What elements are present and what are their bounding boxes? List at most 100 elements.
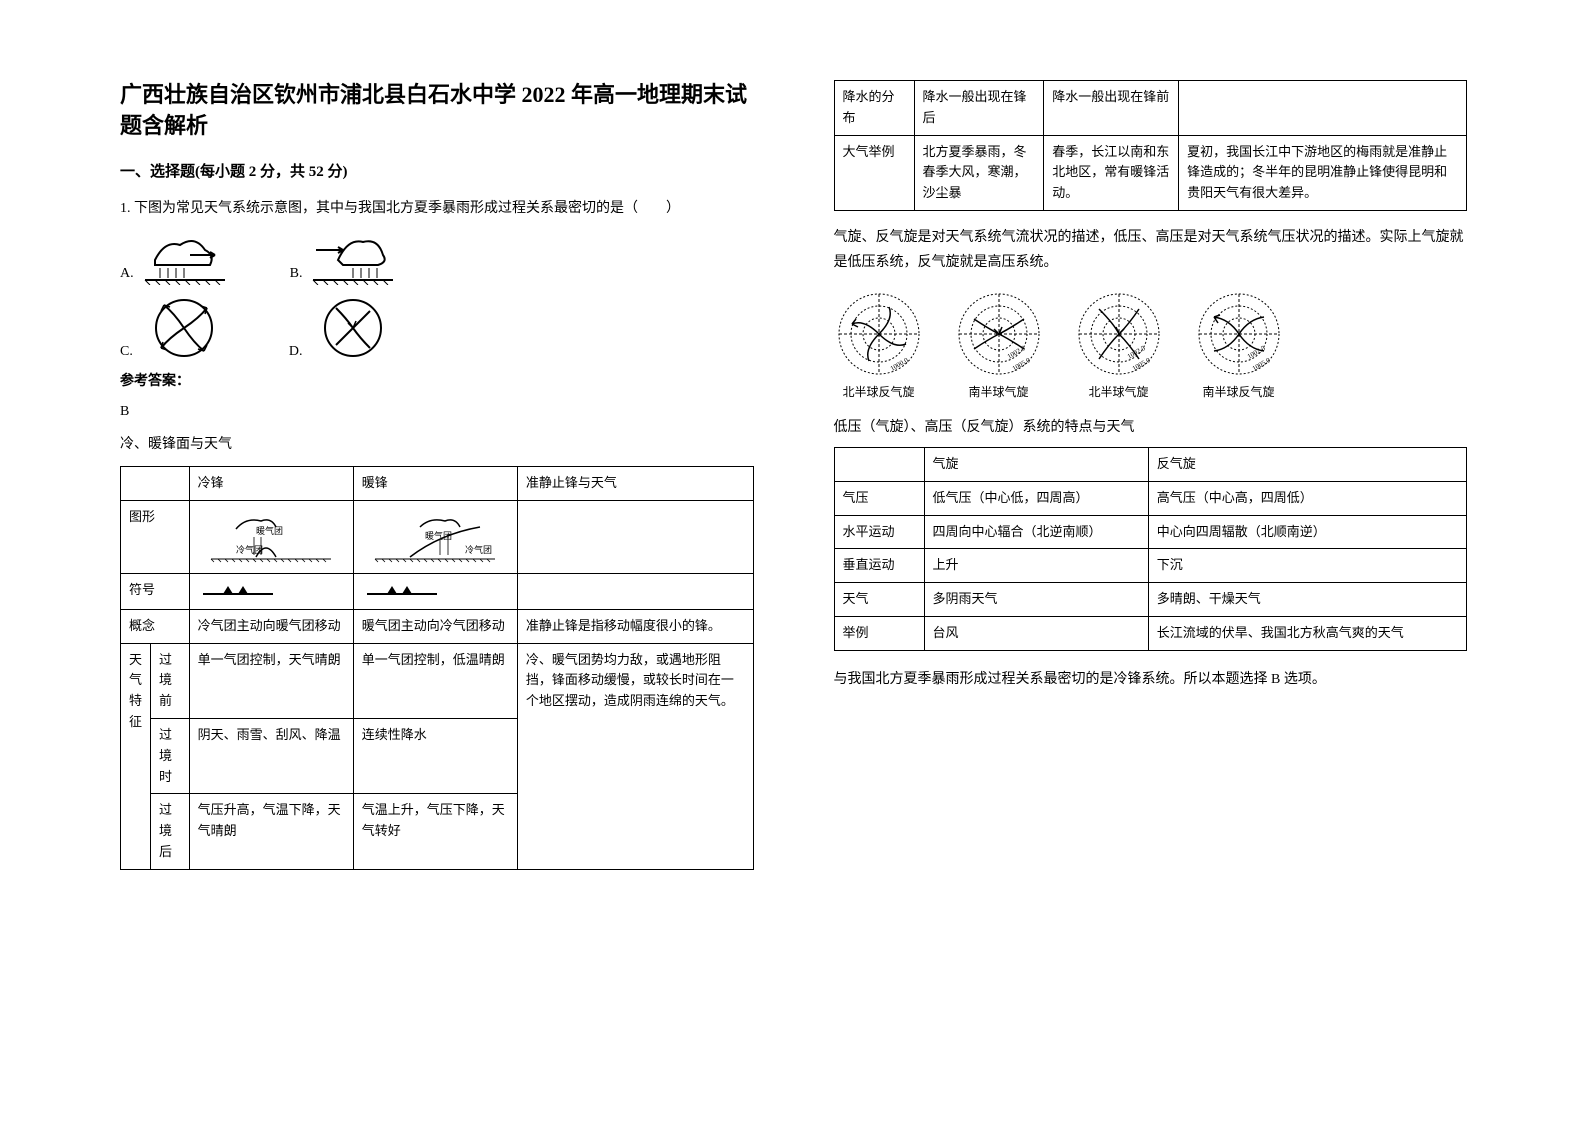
- cyclone-label-2: 南半球气旋: [968, 383, 1028, 402]
- svg-text:暖气团: 暖气团: [256, 525, 283, 536]
- th-warm: 暖锋: [353, 467, 517, 501]
- t2-row-1: 水平运动 四周向中心辐合（北逆南顺） 中心向四周辐散（北顺南逆）: [834, 515, 1467, 549]
- answer-label: 参考答案：: [120, 371, 754, 393]
- cyclone-item-4: 1002.5 1005.0 南半球反气旋: [1194, 289, 1284, 402]
- svg-text:1005.0: 1005.0: [1011, 356, 1032, 373]
- cell-stationary-shape: [517, 500, 753, 573]
- final-paragraph: 与我国北方夏季暴雨形成过程关系最密切的是冷锋系统。所以本题选择 B 选项。: [834, 669, 1468, 691]
- cell-precip-label: 降水的分布: [834, 81, 914, 136]
- cyclone-item-2: 1002.5 1005.0 南半球气旋: [954, 289, 1044, 402]
- cell-feature-label: 天气特征: [121, 643, 151, 869]
- cell-concept-stationary: 准静止锋是指移动幅度很小的锋。: [517, 609, 753, 643]
- options-row-1: A. B.: [120, 230, 754, 285]
- cyclone-north-icon: 1002.5 1005.0: [1074, 289, 1164, 379]
- diagram-a-icon: [140, 230, 230, 285]
- t2-r2c2: 下沉: [1148, 549, 1466, 583]
- svg-text:1005.0: 1005.0: [1251, 356, 1272, 373]
- option-c-label: C.: [120, 341, 133, 363]
- t2-row-2: 垂直运动 上升 下沉: [834, 549, 1467, 583]
- anticyclone-north-icon: 1000.0: [834, 289, 924, 379]
- row-example: 大气举例 北方夏季暴雨，冬春季大风，寒潮，沙尘暴 春季，长江以南和东北地区，常有…: [834, 135, 1467, 210]
- cell-symbol-label: 符号: [121, 573, 190, 609]
- page-title: 广西壮族自治区钦州市浦北县白石水中学 2022 年高一地理期末试题含解析: [120, 80, 754, 142]
- t2-r1c2: 中心向四周辐散（北顺南逆）: [1148, 515, 1466, 549]
- option-d: D.: [289, 293, 399, 363]
- cell-cold-symbol: [189, 573, 353, 609]
- cyclone-item-1: 1000.0 北半球反气旋: [834, 289, 924, 402]
- cyclone-south-icon: 1002.5 1005.0: [954, 289, 1044, 379]
- t2-r4c1: 台风: [924, 616, 1148, 650]
- cell-warm-symbol: [353, 573, 517, 609]
- t2-r1c0: 水平运动: [834, 515, 924, 549]
- row-shape: 图形 冷气团 暖气团: [121, 500, 754, 573]
- option-b-label: B.: [290, 263, 303, 285]
- cold-front-diagram-icon: 冷气团 暖气团: [198, 507, 345, 567]
- cell-example-cold: 北方夏季暴雨，冬春季大风，寒潮，沙尘暴: [914, 135, 1044, 210]
- cell-warm-shape: 暖气团 冷气团: [353, 500, 517, 573]
- cell-precip-warm: 降水一般出现在锋前: [1044, 81, 1179, 136]
- sub-title-2: 低压（气旋）、高压（反气旋）系统的特点与天气: [834, 417, 1468, 439]
- t2-row-4: 举例 台风 长江流域的伏旱、我国北方秋高气爽的天气: [834, 616, 1467, 650]
- section-heading: 一、选择题(每小题 2 分，共 52 分): [120, 160, 754, 184]
- cell-example-stationary: 夏初，我国长江中下游地区的梅雨就是准静止锋造成的；冬半年的昆明准静止锋使得昆明和…: [1179, 135, 1467, 210]
- svg-text:冷气团: 冷气团: [236, 544, 263, 555]
- diagram-b-icon: [308, 230, 398, 285]
- t2-r3c0: 天气: [834, 583, 924, 617]
- t2-r3c1: 多阴雨天气: [924, 583, 1148, 617]
- cell-concept-label: 概念: [121, 609, 190, 643]
- th-blank: [121, 467, 190, 501]
- option-b: B.: [290, 230, 399, 285]
- cyclone-label-1: 北半球反气旋: [842, 383, 914, 402]
- t2-row-3: 天气 多阴雨天气 多晴朗、干燥天气: [834, 583, 1467, 617]
- cyclone-table: 气旋 反气旋 气压 低气压（中心低，四周高） 高气压（中心高，四周低） 水平运动…: [834, 447, 1468, 651]
- cell-cold-shape: 冷气团 暖气团: [189, 500, 353, 573]
- t2-r0c1: 低气压（中心低，四周高）: [924, 481, 1148, 515]
- cell-shape-label: 图形: [121, 500, 190, 573]
- anticyclone-south-icon: 1002.5 1005.0: [1194, 289, 1284, 379]
- cyclone-label-3: 北半球气旋: [1088, 383, 1148, 402]
- svg-text:1005.0: 1005.0: [1131, 356, 1152, 373]
- option-a: A.: [120, 230, 230, 285]
- answer-value: B: [120, 401, 754, 423]
- cell-concept-cold: 冷气团主动向暖气团移动: [189, 609, 353, 643]
- cell-concept-warm: 暖气团主动向冷气团移动: [353, 609, 517, 643]
- t2-h2: 反气旋: [1148, 447, 1466, 481]
- front-table-continued: 降水的分布 降水一般出现在锋后 降水一般出现在锋前 大气举例 北方夏季暴雨，冬春…: [834, 80, 1468, 211]
- table-header-row: 冷锋 暖锋 准静止锋与天气: [121, 467, 754, 501]
- option-c: C.: [120, 293, 229, 363]
- svg-text:冷气团: 冷气团: [465, 544, 492, 555]
- right-column: 降水的分布 降水一般出现在锋后 降水一般出现在锋前 大气举例 北方夏季暴雨，冬春…: [794, 80, 1488, 1082]
- cyclone-diagrams-row: 1000.0 北半球反气旋 1002.5 1005.0 南半球气旋: [834, 289, 1468, 402]
- warm-front-diagram-icon: 暖气团 冷气团: [362, 507, 509, 567]
- t2-header-row: 气旋 反气旋: [834, 447, 1467, 481]
- paragraph-cyclone: 气旋、反气旋是对天气系统气流状况的描述，低压、高压是对天气系统气压状况的描述。实…: [834, 225, 1468, 275]
- option-d-label: D.: [289, 341, 303, 363]
- cyclone-item-3: 1002.5 1005.0 北半球气旋: [1074, 289, 1164, 402]
- cell-before-warm: 单一气团控制，低温晴朗: [353, 643, 517, 718]
- t2-r4c2: 长江流域的伏旱、我国北方秋高气爽的天气: [1148, 616, 1466, 650]
- row-precip: 降水的分布 降水一般出现在锋后 降水一般出现在锋前: [834, 81, 1467, 136]
- t2-r4c0: 举例: [834, 616, 924, 650]
- cell-before-cold: 单一气团控制，天气晴朗: [189, 643, 353, 718]
- t2-r1c1: 四周向中心辐合（北逆南顺）: [924, 515, 1148, 549]
- svg-text:1000.0: 1000.0: [889, 356, 910, 373]
- t2-r2c0: 垂直运动: [834, 549, 924, 583]
- cyclone-label-4: 南半球反气旋: [1202, 383, 1274, 402]
- front-table: 冷锋 暖锋 准静止锋与天气 图形 冷气团 暖气团: [120, 466, 754, 870]
- t2-h1: 气旋: [924, 447, 1148, 481]
- cell-example-label: 大气举例: [834, 135, 914, 210]
- cell-before-label: 过境前: [151, 643, 190, 718]
- th-cold: 冷锋: [189, 467, 353, 501]
- diagram-d-icon: [308, 293, 398, 363]
- cell-stationary-symbol: [517, 573, 753, 609]
- cell-before-stationary: 冷、暖气团势均力敌，或遇地形阻挡，锋面移动缓慢，或较长时间在一个地区摆动，造成阴…: [517, 643, 753, 869]
- cell-precip-cold: 降水一般出现在锋后: [914, 81, 1044, 136]
- t2-r3c2: 多晴朗、干燥天气: [1148, 583, 1466, 617]
- row-concept: 概念 冷气团主动向暖气团移动 暖气团主动向冷气团移动 准静止锋是指移动幅度很小的…: [121, 609, 754, 643]
- t2-r2c1: 上升: [924, 549, 1148, 583]
- row-before: 天气特征 过境前 单一气团控制，天气晴朗 单一气团控制，低温晴朗 冷、暖气团势均…: [121, 643, 754, 718]
- th-stationary: 准静止锋与天气: [517, 467, 753, 501]
- cell-precip-stationary: [1179, 81, 1467, 136]
- cell-during-cold: 阴天、雨雪、刮风、降温: [189, 718, 353, 793]
- diagram-c-icon: [139, 293, 229, 363]
